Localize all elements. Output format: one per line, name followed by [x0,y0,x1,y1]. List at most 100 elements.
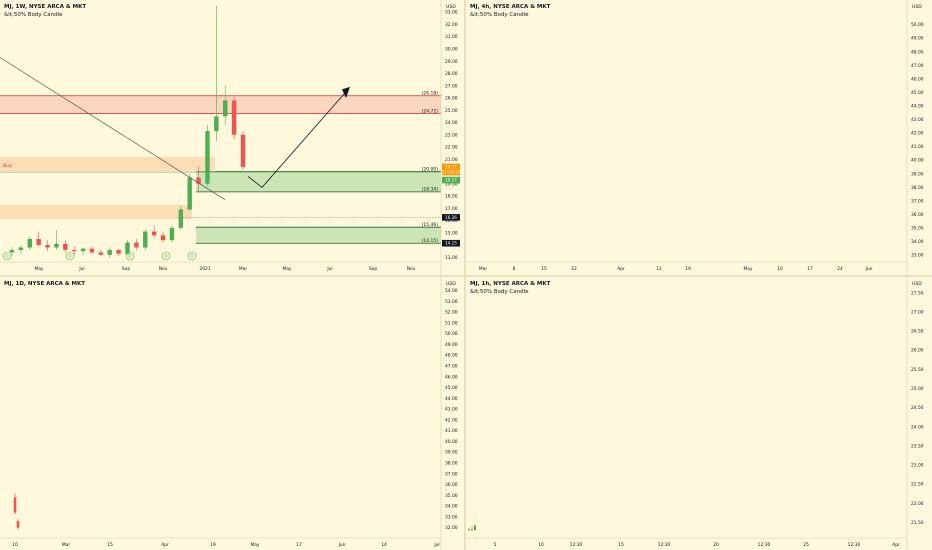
x-tick-label: 12 [656,266,662,272]
price-chart-1h[interactable]: USD 21.50 22.00 22.50 23.00 23.50 24.00 24.50 25… [466,277,932,550]
x-tick-label: 10 [538,542,544,548]
y-tick-label: 21.00 [445,157,458,163]
y-tick-label: 44.00 [445,396,458,402]
candle-body [169,227,175,241]
y-tick-label: 18.00 [445,194,458,200]
price-tag [442,168,460,176]
candle-body [214,116,219,132]
symbol-title[interactable]: MJ, 1h, NYSE ARCA & MKT [470,281,551,287]
candle-body [187,177,192,210]
x-tick-label: 12:30 [758,542,771,548]
x-tick-label: 10 [777,266,783,272]
currency-label: USD [446,281,456,287]
y-tick-label: 19.00 [445,181,458,187]
y-tick-label: 25.00 [911,386,924,392]
indicator-label[interactable]: &lt;50% Body Candle [470,289,529,295]
candle-body [205,131,210,184]
dividend-label: D [164,254,168,260]
currency-label: USD [912,4,922,10]
y-tick-label: 26.00 [445,96,458,102]
candle-body [80,248,86,252]
dividend-label: D [190,254,194,260]
y-tick-label: 32.00 [445,22,458,28]
y-tick-label: 54.00 [445,288,458,294]
pane-header: MJ, 1W, NYSE ARCA & MKT &lt;50% Body Can… [4,3,86,19]
x-tick-label: Mar [62,542,70,548]
x-tick-label: Jul [326,266,332,272]
dividend-marker [2,251,12,261]
y-tick-label: 27.00 [911,309,924,315]
x-tick-label: Sep [369,266,377,272]
x-tick-label: 12:30 [570,542,583,548]
x-tick-label: 5 [494,542,497,548]
chart-pane-weekly[interactable]: MJ, 1W, NYSE ARCA & MKT &lt;50% Body Can… [0,0,464,275]
price-chart-weekly[interactable]: (26.18) (24.72) (20.00) (18.34) (15.46) (14.1… [0,0,464,275]
buy-label: Buy [3,163,12,169]
symbol-title[interactable]: MJ, 1D, NYSE ARCA & MKT [4,281,86,287]
x-tick-label: Apr [617,266,625,272]
candle-body [474,525,476,531]
pane-header: MJ, 1h, NYSE ARCA & MKT &lt;50% Body Can… [470,280,550,296]
level-label: (26.18) [422,91,439,97]
y-tick-label: 34.00 [911,239,924,245]
x-tick-label: 14 [381,542,387,548]
dividend-marker [125,251,135,261]
price-chart-daily[interactable]: USD 32.00 33.00 34.00 35.00 36.00 37.00 38.00 39… [0,277,464,550]
symbol-title[interactable]: MJ, 4h, NYSE ARCA & MKT [470,4,551,10]
x-tick-label: Apr [892,542,900,548]
candle-body [125,242,130,254]
pane-header: MJ, 4h, NYSE ARCA & MKT &lt;50% Body Can… [470,3,550,19]
y-tick-label: 41.00 [911,144,924,150]
x-tick-label: May [34,266,43,272]
x-tick-label: Jul [78,266,84,272]
y-tick-label: 23.00 [445,132,458,138]
symbol-title[interactable]: MJ, 1W, NYSE ARCA & MKT [4,4,87,10]
indicator-label[interactable]: &lt;50% Body Candle [470,12,529,18]
candle-body [240,134,246,167]
price-chart-4h[interactable]: USD 33.00 34.00 35.00 36.00 37.00 38.00 39.00 40… [466,0,932,275]
y-tick-label: 52.00 [445,310,458,316]
x-tick-label: Jun [865,266,873,272]
price-tag [442,176,460,184]
x-tick-label: 19 [210,542,216,548]
x-tick-label: Jul [433,542,439,548]
indicator-label[interactable]: &lt;50% Body Candle [4,12,63,18]
candle-body [71,249,77,252]
x-tick-label: Mar [239,266,247,272]
candle-body [160,235,166,241]
price-tag-label: 19.17 [445,178,457,183]
y-tick-label: 41.00 [445,428,458,434]
candle-body [98,252,104,255]
y-tick-label: 42.00 [445,417,458,423]
candle-body [178,209,184,228]
chart-pane-1h[interactable]: MJ, 1h, NYSE ARCA & MKT &lt;50% Body Can… [466,277,932,550]
y-tick-label: 25.00 [445,108,458,114]
y-tick-label: 50.00 [445,331,458,337]
y-tick-label: 17.00 [445,206,458,212]
x-tick-label: Sep [122,266,130,272]
y-tick-label: 51.00 [445,320,458,326]
y-tick-label: 49.00 [445,342,458,348]
price-tag [442,163,460,171]
chart-pane-daily[interactable]: MJ, 1D, NYSE ARCA & MKT USD 32.00 33.00 34.… [0,277,464,550]
y-tick-label: 27.50 [911,290,924,296]
y-tick-label: 46.00 [911,76,924,82]
x-tick-label: 8 [513,266,516,272]
level-label: (20.00) [422,166,439,172]
y-tick-label: 45.00 [445,385,458,391]
chart-pane-4h[interactable]: MJ, 4h, NYSE ARCA & MKT &lt;50% Body Can… [466,0,932,275]
pane-divider-horizontal[interactable] [0,275,932,277]
candle-body [231,100,237,135]
y-tick-label: 48.00 [911,49,924,55]
y-tick-label: 47.00 [911,63,924,69]
candle-body [89,248,95,253]
x-tick-label: May [743,266,752,272]
y-tick-label: 36.00 [445,482,458,488]
x-tick-label: 25 [803,542,809,548]
y-tick-label: 35.00 [911,225,924,231]
y-tick-label: 45.00 [911,90,924,96]
candle-body [54,243,59,248]
y-tick-label: 39.00 [911,171,924,177]
candle-body [143,231,148,248]
y-tick-label: 38.00 [445,461,458,467]
